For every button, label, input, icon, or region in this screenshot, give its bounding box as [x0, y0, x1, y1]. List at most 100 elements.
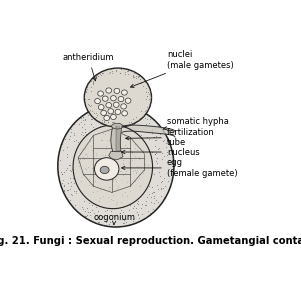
Point: [81, 206, 86, 211]
Point: [154, 198, 158, 203]
Point: [128, 203, 132, 207]
Point: [123, 120, 127, 125]
Point: [99, 138, 104, 142]
Point: [123, 142, 128, 147]
Point: [83, 130, 88, 135]
Point: [101, 118, 106, 123]
Point: [131, 221, 136, 226]
Point: [127, 146, 132, 150]
Ellipse shape: [104, 115, 110, 120]
Point: [140, 113, 145, 117]
Point: [108, 196, 113, 201]
Point: [150, 129, 154, 134]
Point: [136, 155, 141, 159]
Point: [85, 86, 89, 91]
Point: [94, 150, 99, 155]
Point: [110, 123, 115, 128]
Point: [86, 196, 91, 200]
Point: [153, 151, 157, 156]
Point: [125, 114, 129, 119]
Point: [77, 157, 82, 162]
Point: [126, 122, 131, 126]
Point: [83, 126, 88, 131]
Point: [159, 187, 164, 191]
Point: [113, 202, 118, 206]
Point: [80, 129, 85, 134]
Point: [95, 209, 100, 214]
Point: [151, 206, 156, 211]
Point: [72, 139, 77, 144]
Ellipse shape: [106, 102, 112, 108]
Point: [113, 67, 118, 72]
Point: [121, 117, 126, 122]
Ellipse shape: [100, 166, 109, 174]
Point: [130, 150, 135, 155]
Point: [131, 221, 135, 226]
Point: [87, 201, 92, 205]
Point: [65, 187, 70, 192]
Point: [59, 169, 64, 174]
Point: [68, 168, 73, 173]
Point: [119, 123, 124, 127]
Point: [146, 121, 151, 126]
Point: [119, 66, 124, 71]
Point: [119, 199, 123, 204]
Point: [154, 138, 159, 142]
Point: [67, 137, 71, 142]
Point: [92, 115, 97, 120]
Point: [139, 109, 144, 113]
Point: [128, 122, 133, 127]
Point: [115, 117, 120, 122]
Point: [145, 93, 150, 98]
Point: [145, 209, 150, 213]
Point: [152, 135, 157, 139]
Point: [126, 160, 131, 165]
Point: [87, 108, 92, 113]
Point: [156, 187, 161, 191]
Point: [137, 116, 142, 120]
Point: [106, 184, 111, 189]
Point: [147, 184, 152, 188]
Point: [101, 213, 106, 218]
Ellipse shape: [122, 111, 128, 116]
Point: [100, 109, 105, 114]
Point: [95, 189, 99, 193]
Point: [96, 213, 101, 218]
Point: [127, 116, 132, 121]
Point: [82, 151, 87, 156]
Point: [109, 71, 114, 75]
Point: [123, 171, 127, 175]
Point: [137, 146, 142, 151]
Point: [68, 198, 73, 203]
Ellipse shape: [125, 98, 131, 103]
Point: [91, 112, 96, 117]
Point: [153, 152, 158, 157]
Point: [131, 73, 136, 78]
Ellipse shape: [108, 109, 113, 114]
Point: [135, 198, 140, 203]
Point: [104, 109, 108, 114]
Point: [102, 209, 107, 213]
Ellipse shape: [106, 88, 112, 93]
Point: [107, 204, 111, 209]
Ellipse shape: [95, 98, 100, 104]
Point: [89, 122, 94, 126]
Point: [128, 189, 133, 194]
Point: [78, 182, 83, 187]
Point: [126, 68, 131, 72]
Point: [149, 127, 154, 132]
Point: [136, 164, 141, 169]
Point: [62, 170, 67, 175]
Point: [80, 146, 85, 151]
Point: [101, 203, 106, 208]
Text: somatic hypha: somatic hypha: [163, 117, 229, 130]
Point: [139, 206, 144, 210]
Point: [83, 209, 88, 214]
Point: [147, 97, 152, 102]
Point: [86, 102, 91, 106]
Point: [91, 79, 96, 83]
Point: [119, 169, 123, 174]
Point: [61, 148, 66, 153]
Point: [101, 187, 106, 191]
Point: [164, 140, 169, 145]
